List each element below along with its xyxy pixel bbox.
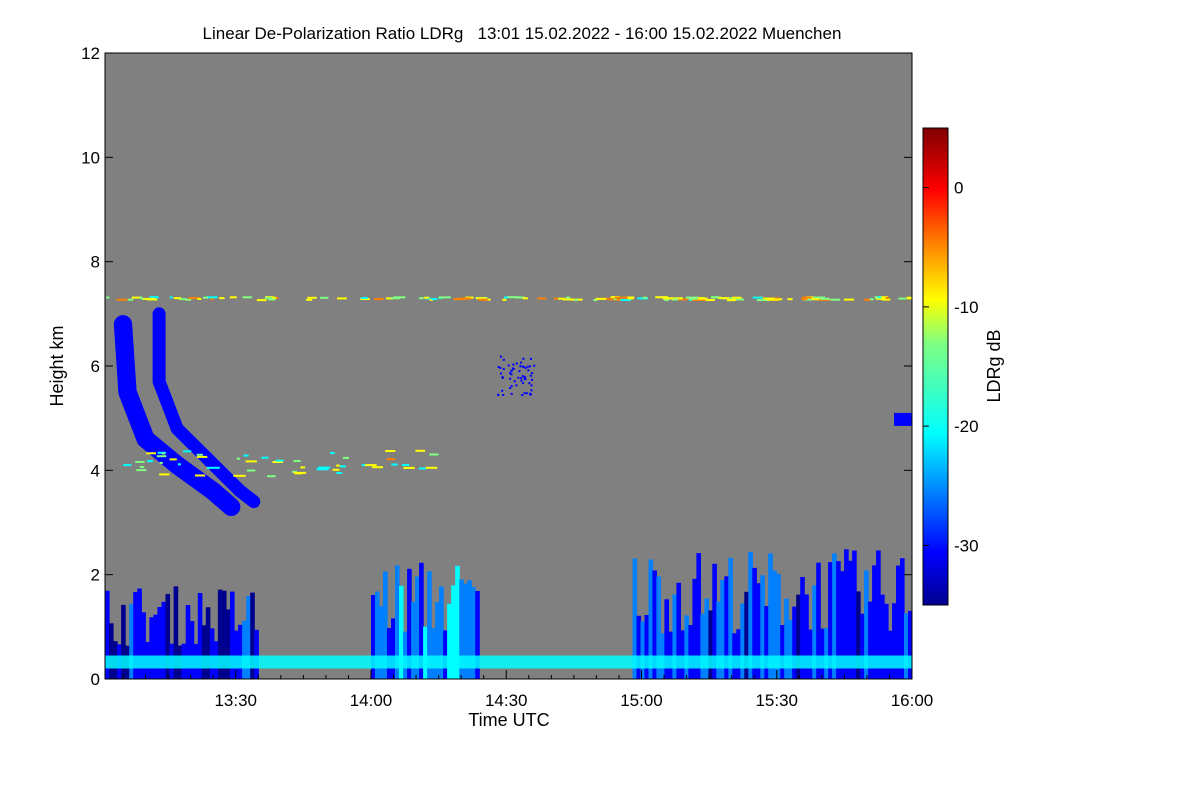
x-tick-label: 15:30 xyxy=(755,691,798,710)
chart-title: Linear De-Polarization Ratio LDRg 13:01 … xyxy=(203,24,842,43)
y-axis: 0 2 4 6 8 10 12 xyxy=(81,44,912,689)
scattered-returns-4km xyxy=(123,449,439,478)
y-tick-label: 4 xyxy=(91,461,100,480)
y-tick-label: 8 xyxy=(91,253,100,272)
y-axis-label: Height km xyxy=(47,325,67,406)
x-tick-label: 14:30 xyxy=(485,691,528,710)
boundary-layer-block-2 xyxy=(371,562,480,679)
cloud-edge-5km xyxy=(894,412,912,426)
x-tick-label: 16:00 xyxy=(891,691,934,710)
descending-fallstreak-2 xyxy=(152,307,261,509)
y-tick-label: 10 xyxy=(81,148,100,167)
x-tick-label: 15:00 xyxy=(620,691,663,710)
colorbar-tick-label: -30 xyxy=(954,536,979,555)
x-tick-label: 14:00 xyxy=(350,691,393,710)
colorbar-tick-label: -10 xyxy=(954,298,979,317)
y-tick-label: 12 xyxy=(81,44,100,63)
colorbar-ticks: 0 -10 -20 -30 xyxy=(923,179,979,555)
colorbar xyxy=(922,127,949,606)
y-tick-label: 0 xyxy=(91,670,100,689)
speckle-patch xyxy=(497,355,536,397)
y-tick-label: 6 xyxy=(91,357,100,376)
y-tick-label: 2 xyxy=(91,566,100,585)
colorbar-label: LDRg dB xyxy=(984,329,1004,402)
x-axis: 13:30 14:00 14:30 15:00 15:30 16:00 xyxy=(122,670,934,710)
thin-layer-7.3km xyxy=(106,296,912,302)
x-axis-label: Time UTC xyxy=(468,710,549,730)
x-tick-label: 13:30 xyxy=(214,691,257,710)
near-surface-layer xyxy=(105,655,912,669)
data-features xyxy=(105,296,912,679)
colorbar-tick-label: 0 xyxy=(954,179,963,198)
colorbar-tick-label: -20 xyxy=(954,417,979,436)
